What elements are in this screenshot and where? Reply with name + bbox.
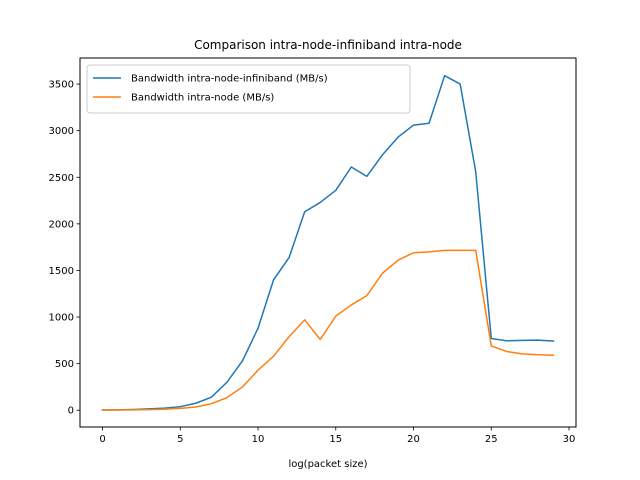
y-tick-label: 0 [68,406,74,417]
legend: Bandwidth intra-node-infiniband (MB/s) Ba… [86,64,411,114]
x-axis-label: log(packet size) [288,459,367,470]
axes-layer [79,57,577,428]
y-axis-ticks: 0 500 1000 1500 2000 2500 3000 3500 [49,80,80,417]
plot-frame [79,57,577,428]
legend-box [86,64,411,114]
y-tick-label: 500 [55,359,74,370]
y-tick-label: 2500 [49,173,74,184]
x-tick-label: 30 [563,434,576,445]
y-tick-label: 1500 [49,266,74,277]
lines-layer [101,74,555,411]
y-tick-label: 3000 [49,126,74,137]
y-tick-label: 2000 [49,219,74,230]
series-line-0 [101,74,555,411]
x-tick-label: 25 [485,434,498,445]
legend-label-1: Bandwidth intra-node (MB/s) [131,93,274,104]
series-line-1 [101,249,555,411]
x-tick-label: 5 [177,434,183,445]
y-tick-label: 3500 [49,80,74,91]
x-tick-label: 20 [407,434,420,445]
legend-label-0: Bandwidth intra-node-infiniband (MB/s) [131,74,328,85]
x-tick-label: 15 [329,434,342,445]
plot-area [80,58,576,427]
y-tick-label: 1000 [49,313,74,324]
x-axis-ticks: 0 5 10 15 20 25 30 [99,427,575,445]
chart-title: Comparison intra-node-infiniband intra-n… [194,38,462,52]
x-tick-label: 10 [252,434,265,445]
x-tick-label: 0 [99,434,105,445]
